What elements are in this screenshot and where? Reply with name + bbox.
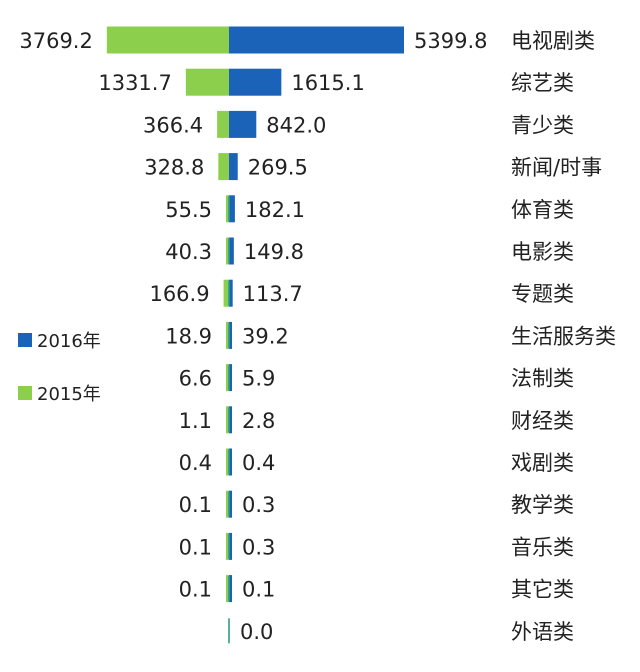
- bar-2016-12: [229, 532, 232, 560]
- category-label-1: 综艺类: [511, 71, 574, 95]
- bar-2015-8: [226, 364, 229, 392]
- bar-2016-8: [229, 364, 232, 392]
- value-label-2015-2: 366.4: [143, 113, 203, 137]
- bar-2016-1: [229, 68, 282, 96]
- bar-2015-2: [217, 110, 229, 138]
- category-label-5: 电影类: [511, 240, 574, 264]
- category-label-0: 电视剧类: [511, 29, 595, 53]
- category-label-8: 法制类: [511, 367, 574, 391]
- bar-2015-6: [223, 279, 229, 307]
- category-label-14: 外语类: [511, 620, 574, 644]
- value-label-2016-0: 5399.8: [414, 29, 487, 53]
- bar-2016-6: [229, 279, 233, 307]
- legend-label-2016: 2016年: [37, 331, 101, 352]
- legend-swatch-2016: [18, 333, 32, 347]
- category-label-13: 其它类: [511, 578, 574, 602]
- bar-2016-0: [229, 26, 404, 54]
- value-label-2015-9: 1.1: [179, 409, 212, 433]
- legend-swatch-2015: [18, 386, 32, 400]
- value-label-2015-11: 0.1: [179, 493, 212, 517]
- bar-2016-9: [229, 406, 232, 434]
- bar-2015-4: [226, 195, 229, 223]
- bar-2016-13: [229, 575, 232, 603]
- category-label-11: 教学类: [511, 493, 574, 517]
- value-labels-group: 3769.2 5399.8 1331.7 1615.1 366.4 842.0 328.8 2…: [19, 29, 487, 644]
- bar-2015-0: [106, 26, 229, 54]
- bar-2015-5: [226, 237, 229, 265]
- category-label-6: 专题类: [511, 282, 574, 306]
- bar-2015-11: [226, 490, 229, 518]
- value-label-2015-7: 18.9: [165, 324, 212, 348]
- value-label-2016-13: 0.1: [242, 578, 275, 602]
- value-label-2015-8: 6.6: [179, 367, 212, 391]
- bar-2015-3: [218, 153, 229, 181]
- category-label-3: 新闻/时事: [511, 156, 602, 180]
- category-label-2: 青少类: [511, 113, 574, 137]
- category-label-10: 戏剧类: [511, 451, 574, 475]
- bar-2016-7: [229, 321, 232, 349]
- value-label-2016-6: 113.7: [243, 282, 303, 306]
- bar-2016-10: [229, 448, 232, 476]
- bar-2015-12: [226, 532, 229, 560]
- value-label-2016-2: 842.0: [266, 113, 326, 137]
- value-label-2016-7: 39.2: [242, 324, 289, 348]
- value-label-2015-10: 0.4: [179, 451, 212, 475]
- value-label-2016-5: 149.8: [244, 240, 304, 264]
- value-label-2015-3: 328.8: [144, 156, 204, 180]
- value-label-2016-14: 0.0: [240, 620, 273, 644]
- bar-2015-13: [226, 575, 229, 603]
- bar-2015-10: [226, 448, 229, 476]
- value-label-2015-12: 0.1: [179, 535, 212, 559]
- bar-2016-3: [229, 153, 238, 181]
- category-labels-group: 电视剧类综艺类青少类新闻/时事体育类电影类专题类生活服务类法制类财经类戏剧类教学…: [511, 29, 616, 644]
- category-label-4: 体育类: [511, 198, 574, 222]
- value-label-2016-8: 5.9: [242, 367, 275, 391]
- legend-label-2015: 2015年: [37, 384, 101, 405]
- bar-2015-9: [226, 406, 229, 434]
- bar-2016-4: [229, 195, 235, 223]
- value-label-2015-6: 166.9: [149, 282, 209, 306]
- value-label-2016-9: 2.8: [242, 409, 275, 433]
- value-label-2015-1: 1331.7: [98, 71, 171, 95]
- value-label-2016-12: 0.3: [242, 535, 275, 559]
- category-label-9: 财经类: [511, 409, 574, 433]
- value-label-2016-1: 1615.1: [291, 71, 364, 95]
- bar-2015-1: [185, 68, 229, 96]
- category-label-12: 音乐类: [511, 535, 574, 559]
- value-label-2016-3: 269.5: [248, 156, 308, 180]
- bar-2015-7: [226, 321, 229, 349]
- bar-2016-5: [229, 237, 234, 265]
- bar-2016-11: [229, 490, 232, 518]
- bars-group: [106, 26, 404, 644]
- value-label-2015-4: 55.5: [165, 198, 212, 222]
- legend: 2016年 2015年: [18, 331, 101, 405]
- value-label-2016-11: 0.3: [242, 493, 275, 517]
- bar-2016-2: [229, 110, 257, 138]
- value-label-2015-0: 3769.2: [19, 29, 92, 53]
- value-label-2015-13: 0.1: [179, 578, 212, 602]
- value-label-2015-5: 40.3: [165, 240, 212, 264]
- value-label-2016-4: 182.1: [245, 198, 305, 222]
- value-label-2016-10: 0.4: [242, 451, 275, 475]
- category-label-7: 生活服务类: [511, 324, 616, 348]
